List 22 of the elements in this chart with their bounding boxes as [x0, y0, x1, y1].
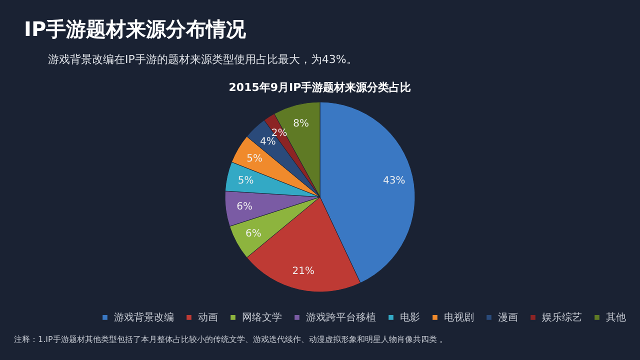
legend-label: 动画 [198, 312, 218, 324]
data-label: 43% [383, 175, 406, 186]
data-label: 8% [293, 118, 310, 130]
data-label: 2% [271, 128, 288, 139]
data-label: 6% [245, 228, 262, 240]
legend-label: 其他 [606, 311, 626, 324]
legend-label: 漫画 [498, 311, 518, 324]
legend-label: 电视剧 [444, 311, 474, 324]
chart-subtitle: 游戏背景改编在IP手游的题材来源类型使用占比最大，为43%。 [48, 53, 358, 66]
legend-label: 游戏背景改编 [114, 311, 174, 324]
legend-label: 娱乐综艺 [542, 311, 582, 324]
data-label: 4% [260, 136, 276, 148]
chart-title: IP手游题材来源分布情况 [24, 17, 248, 41]
legend-label: 游戏跨平台移植 [306, 311, 376, 324]
data-label: 21% [292, 266, 315, 278]
text: 2015年9月IP手游题材来源分类占比 [228, 81, 412, 94]
text: 注释：1.IP手游题材其他类型包括了本月整体占比较小的传统文学、游戏迭代续作、动漫虚拟形象和明星人物肖像共四类 。 [14, 335, 448, 344]
legend-label: 电影 [400, 311, 420, 324]
data-label: 6% [236, 202, 253, 213]
data-label: 5% [238, 175, 254, 186]
legend-label: 网络文学 [242, 311, 282, 324]
data-label: 5% [246, 153, 263, 164]
